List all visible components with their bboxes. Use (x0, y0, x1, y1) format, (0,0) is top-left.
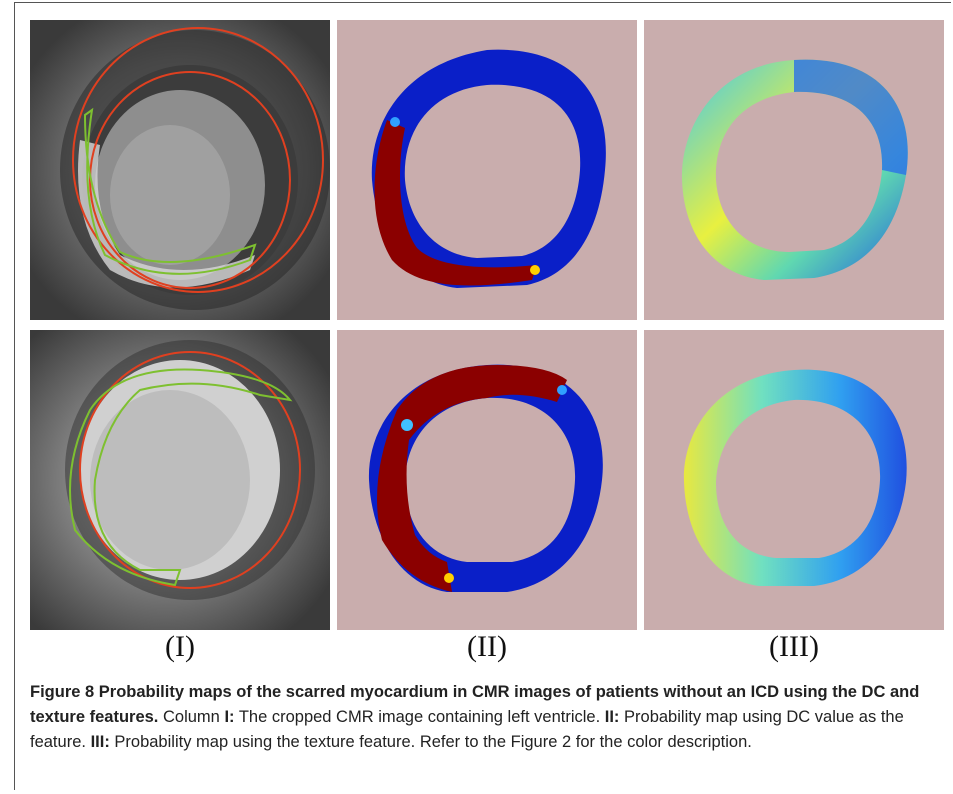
caption-col1-tag: I: (224, 708, 235, 726)
cmr-image-row2 (30, 330, 330, 630)
caption-col3-tag: III: (90, 733, 110, 751)
dc-probability-map-row1 (337, 20, 637, 320)
figure-caption: Figure 8 Probability maps of the scarred… (30, 680, 935, 755)
cmr-image-row1 (30, 20, 330, 320)
column-label-2: (II) (467, 630, 507, 663)
caption-col1-prefix: Column (162, 708, 220, 726)
figure-frame (14, 2, 951, 790)
caption-col2-tag: II: (604, 708, 620, 726)
column-label-1: (I) (165, 630, 195, 663)
caption-col2-text: Probability map using DC value as the fe… (30, 708, 904, 751)
texture-probability-map-row2 (644, 330, 944, 630)
caption-col1-text: The cropped CMR image containing left ve… (238, 708, 601, 726)
texture-probability-map-row1 (644, 20, 944, 320)
dc-probability-map-row2 (337, 330, 637, 630)
caption-title: Figure 8 Probability maps of the scarred… (30, 683, 920, 726)
column-label-3: (III) (769, 630, 819, 663)
caption-col3-text: Probability map using the texture featur… (114, 733, 752, 751)
